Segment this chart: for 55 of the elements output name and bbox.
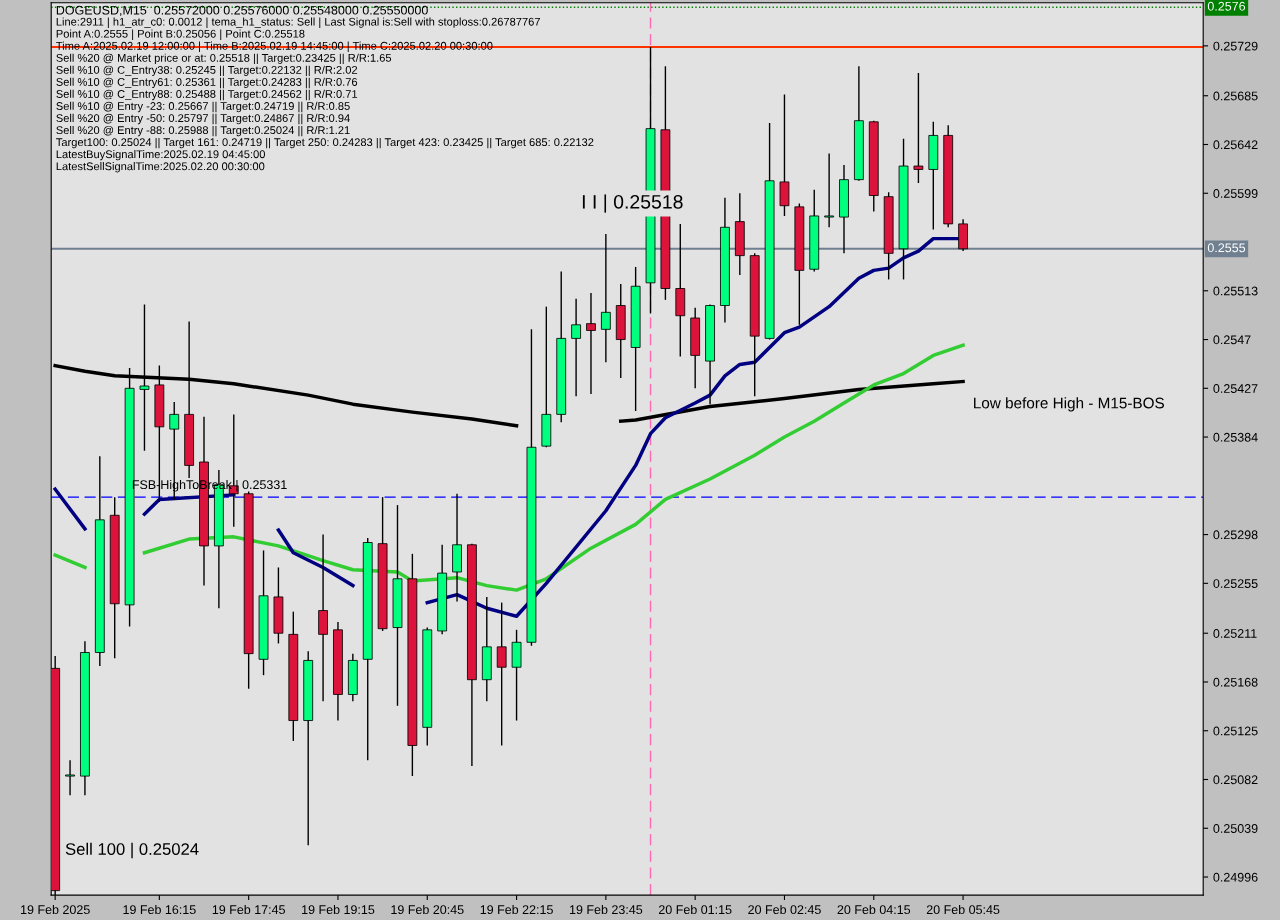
candlestick xyxy=(586,292,596,395)
candlestick xyxy=(318,533,328,702)
annotation: Time A:2025.02.19 12:00:00 | Time B:2025.02.19 14:45:00 | Time C:2025.02.20 00:30:00 xyxy=(56,41,493,52)
annotation: Sell %20 @ Entry -50: 0.25797 || Target:0.24867 || R/R:0.94 xyxy=(56,113,350,125)
x-tick-label: 20 Feb 01:15 xyxy=(658,904,732,915)
annotation: Line:2911 | h1_atr_c0: 0.0012 | tema_h1_status: Sell | Last Signal is:Sell with stoploss:0.26787767 xyxy=(56,17,540,28)
candlestick xyxy=(600,233,611,363)
y-tick-label: 0.25384 xyxy=(1213,432,1258,442)
annotation: Sell %20 @ Entry -88: 0.25988 || Target:0.25024 || R/R:1.21 xyxy=(56,125,350,137)
annotation: LatestSellSignalTime:2025.02.20 00:30:00 xyxy=(56,162,265,173)
annotation: Sell 100 | 0.25024 xyxy=(65,842,199,859)
y-tick-label: 0.2547 xyxy=(1213,335,1251,345)
y-tick-label: 0.25298 xyxy=(1213,530,1258,540)
y-tick-label: 0.25082 xyxy=(1213,775,1258,785)
candlestick xyxy=(824,152,835,228)
chart-title: DOGEUSD,M15 0.25572000 0.25576000 0.25548000 0.25550000 xyxy=(56,5,428,17)
x-tick-label: 19 Feb 17:45 xyxy=(212,904,285,915)
x-tick-label: 19 Feb 2025 xyxy=(21,904,90,915)
y-tick-label: 0.25642 xyxy=(1213,140,1258,150)
candlestick xyxy=(571,298,581,397)
x-tick-label: 20 Feb 05:45 xyxy=(926,904,1000,915)
y-tick-label: 0.25255 xyxy=(1213,579,1258,588)
ref-line-label: 0.2555 xyxy=(1207,243,1246,253)
ref-line-label: 0.2576 xyxy=(1207,1,1246,11)
x-tick-label: 19 Feb 22:15 xyxy=(480,904,553,915)
annotation: Point A:0.2555 | Point B:0.25056 | Point C:0.25518 xyxy=(56,29,305,40)
x-tick-label: 20 Feb 04:15 xyxy=(837,904,911,915)
candlestick xyxy=(496,601,507,747)
annotation: LatestBuySignalTime:2025.02.19 04:45:00 xyxy=(56,150,265,161)
annotation: Low before High - M15-BOS xyxy=(974,397,1164,412)
y-tick-label: 0.24996 xyxy=(1213,872,1258,882)
annotation: Sell %10 @ Entry -23: 0.25667 || Target:0.24719 || R/R:0.85 xyxy=(56,101,350,113)
annotation: Sell %10 @ C_Entry61: 0.25361 || Target:0.24283 || R/R:0.76 xyxy=(56,77,358,89)
y-tick-label: 0.25168 xyxy=(1213,677,1258,687)
y-tick-label: 0.25685 xyxy=(1213,91,1258,101)
y-tick-label: 0.25427 xyxy=(1213,384,1258,393)
annotation: Target100: 0.25024 || Target 161: 0.24719 || Target 250: 0.24283 || Target 423: 0.23425 || Target 685: 0.22132 xyxy=(56,137,594,149)
y-tick-label: 0.25125 xyxy=(1213,726,1258,736)
x-tick-label: 19 Feb 19:15 xyxy=(302,904,375,915)
x-tick-label: 19 Feb 23:45 xyxy=(569,904,643,915)
y-tick-label: 0.25039 xyxy=(1213,824,1258,833)
x-tick-label: 20 Feb 02:45 xyxy=(748,904,821,915)
y-tick-label: 0.25211 xyxy=(1213,629,1257,638)
y-tick-label: 0.25599 xyxy=(1213,189,1258,198)
y-tick-label: 0.25513 xyxy=(1213,286,1258,296)
annotation: Sell %10 @ C_Entry88: 0.25488 || Target:0.24562 || R/R:0.71 xyxy=(56,89,358,101)
annotation: I I | 0.25518 xyxy=(582,194,683,213)
annotation: Sell %10 @ C_Entry38: 0.25245 || Target:0.22132 || R/R:2.02 xyxy=(56,65,358,77)
annotation: Sell %20 @ Market price or at: 0.25518 || Target:0.23425 || R/R:1.65 xyxy=(56,53,392,65)
candlestick xyxy=(913,72,924,184)
candlestick xyxy=(779,93,790,217)
x-tick-label: 19 Feb 16:15 xyxy=(123,904,196,915)
candlestick xyxy=(65,759,75,797)
y-tick-label: 0.25729 xyxy=(1213,41,1258,51)
x-tick-label: 19 Feb 20:45 xyxy=(391,904,464,915)
